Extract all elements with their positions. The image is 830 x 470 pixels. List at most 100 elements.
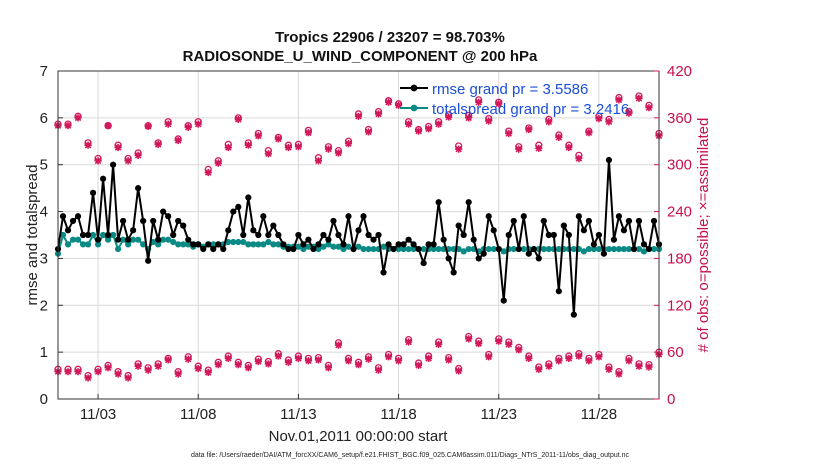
rmse-point — [79, 231, 87, 239]
obs-lower-assimilated-marker — [595, 353, 603, 361]
obs-upper-assimilated-marker — [404, 120, 413, 128]
obs-upper-assimilated-marker — [174, 136, 182, 145]
rmse-point — [595, 231, 603, 239]
rmse-point — [300, 241, 307, 248]
totalspread-point — [235, 238, 242, 246]
obs-upper-assimilated-marker — [465, 114, 473, 122]
totalspread-point — [395, 245, 402, 253]
totalspread-point — [590, 245, 597, 253]
rmse-point — [155, 236, 162, 243]
totalspread-point — [405, 245, 412, 253]
obs-lower-assimilated-marker — [605, 365, 613, 373]
chart-title-line2: RADIOSONDE_U_WIND_COMPONENT @ 200 hPa — [183, 48, 538, 65]
obs-lower-assimilated-marker — [124, 374, 132, 382]
totalspread-series — [54, 231, 663, 257]
totalspread-point — [230, 238, 237, 246]
totalspread-point — [255, 241, 262, 248]
totalspread-point — [640, 248, 648, 255]
rmse-point — [560, 222, 567, 229]
rmse-point — [640, 241, 648, 248]
obs-lower-assimilated-marker — [314, 356, 323, 364]
obs-upper-assimilated-marker — [244, 141, 252, 149]
obs-lower-assimilated-marker — [134, 362, 142, 370]
obs-lower-assimilated-marker — [104, 364, 112, 372]
obs-upper-assimilated-marker — [495, 100, 503, 108]
rmse-point — [89, 189, 97, 196]
rmse-point — [460, 231, 467, 239]
totalspread-point — [325, 241, 332, 248]
obs-upper-assimilated-marker — [605, 118, 613, 126]
obs-lower-assimilated-marker — [565, 354, 573, 362]
x-axis: 11/03 11/08 11/13 11/18 11/23 11/28 — [80, 394, 617, 423]
rmse-point — [530, 245, 537, 253]
obs-upper-assimilated-marker — [384, 98, 393, 106]
rmse-point — [125, 236, 132, 243]
rmse-point — [465, 199, 472, 206]
rmse-point — [94, 236, 102, 243]
rmse-point — [610, 236, 618, 243]
totalspread-point — [485, 245, 492, 253]
obs-lower-assimilated-marker — [174, 370, 182, 378]
obs-upper-assimilated-marker — [425, 125, 433, 133]
obs-lower-assimilated-marker — [465, 335, 473, 343]
totalspread-point — [460, 248, 467, 255]
rmse-point — [215, 241, 222, 248]
obs-upper-assimilated-marker — [104, 122, 112, 130]
rmse-point — [625, 217, 633, 225]
y-right-tick-label: 60 — [667, 344, 684, 361]
totalspread-point — [295, 243, 302, 250]
rmse-point — [455, 222, 462, 229]
y-axis-left: 0 1 2 3 4 5 6 7 — [40, 63, 63, 408]
totalspread-point — [115, 245, 122, 253]
obs-lower-assimilated-marker — [625, 357, 633, 365]
rmse-point — [180, 222, 187, 229]
legend-rmse-label: rmse grand pr = 3.5586 — [432, 81, 588, 98]
totalspread-point — [265, 238, 272, 246]
obs-lower-assimilated-marker — [234, 361, 242, 369]
obs-upper-assimilated-marker — [154, 140, 162, 149]
rmse-point — [445, 255, 452, 262]
y-left-tick-label: 6 — [40, 110, 48, 127]
obs-upper-assimilated-marker — [274, 135, 282, 143]
rmse-point — [325, 236, 332, 243]
obs-upper-assimilated-marker — [124, 157, 132, 165]
y-right-tick-label: 420 — [667, 63, 692, 80]
obs-lower-assimilated-marker — [64, 368, 72, 376]
y-axis-right: 0 60 120 180 240 300 360 420 — [654, 63, 692, 408]
totalspread-point — [260, 241, 267, 248]
totalspread-point — [400, 245, 407, 253]
totalspread-point — [340, 245, 347, 253]
rmse-point — [550, 231, 557, 239]
totalspread-point — [94, 241, 102, 248]
rmse-point — [405, 236, 412, 243]
obs-upper-assimilated-marker — [475, 98, 483, 106]
obs-lower-assimilated-marker — [334, 341, 343, 349]
rmse-point — [520, 213, 527, 220]
obs-lower-assimilated-marker — [435, 340, 443, 348]
legend-spread-marker — [410, 104, 418, 112]
rmse-point — [590, 241, 597, 248]
x-tick-label: 11/28 — [581, 406, 617, 423]
obs-upper-assimilated-marker — [264, 150, 272, 158]
obs-lower-assimilated-marker — [415, 361, 423, 370]
obs-upper-assimilated-marker — [114, 143, 122, 152]
rmse-point — [205, 241, 212, 248]
totalspread-point — [635, 245, 643, 253]
rmse-point — [84, 231, 92, 239]
rmse-point — [270, 222, 277, 229]
y-left-tick-label: 7 — [40, 63, 48, 80]
rmse-point — [335, 231, 342, 239]
obs-lower-assimilated-marker — [344, 357, 353, 365]
rmse-point — [570, 311, 577, 318]
obs-lower-assimilated-marker — [645, 363, 653, 371]
rmse-point — [650, 217, 658, 225]
rmse-point — [585, 217, 592, 225]
totalspread-point — [270, 241, 277, 248]
rmse-point — [605, 156, 613, 164]
obs-lower-assimilated-marker — [274, 352, 282, 360]
x-tick-label: 11/23 — [481, 406, 517, 423]
rmse-point — [620, 227, 628, 234]
obs-upper-assimilated-marker — [505, 129, 513, 138]
totalspread-point — [370, 245, 377, 253]
